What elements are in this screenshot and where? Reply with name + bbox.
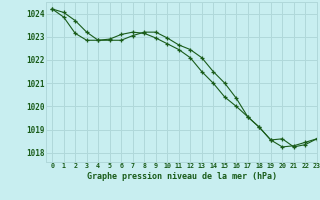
X-axis label: Graphe pression niveau de la mer (hPa): Graphe pression niveau de la mer (hPa) bbox=[87, 172, 276, 181]
